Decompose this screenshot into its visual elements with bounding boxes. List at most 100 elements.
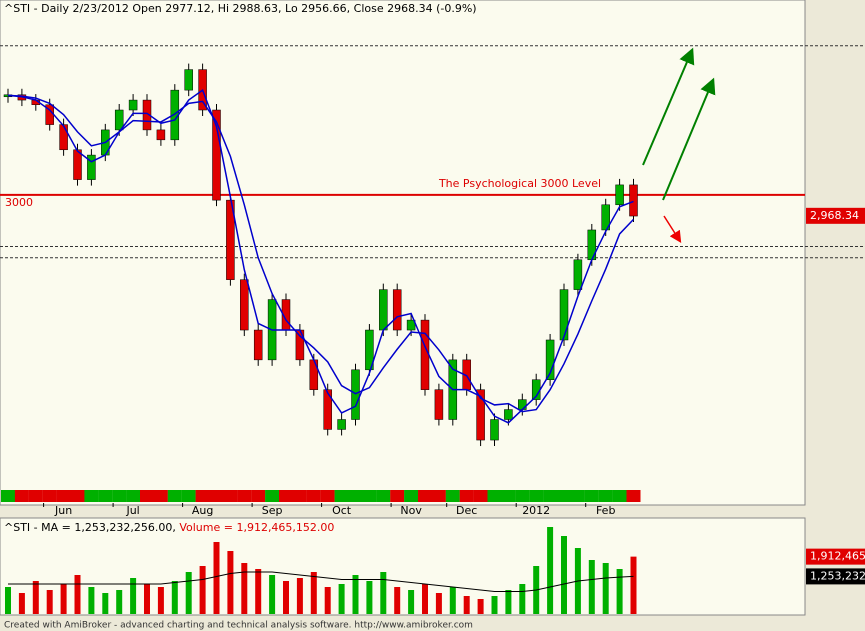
volume-bar [46, 590, 53, 614]
volume-bar [380, 572, 387, 614]
trend-strip [167, 490, 182, 502]
trend-strip [237, 490, 252, 502]
trend-strip [445, 490, 460, 502]
volume-bar [505, 590, 512, 614]
trend-strip [251, 490, 266, 502]
volume-tag [806, 548, 865, 565]
candle [406, 319, 416, 331]
volume-tag-label: 1,253,232 [810, 569, 865, 582]
volume-ma [8, 571, 634, 592]
volume-bar [352, 575, 359, 614]
candle [337, 419, 346, 430]
volume-bar [18, 593, 25, 614]
trend-strip [404, 490, 419, 502]
y-tick-label: 3000 [5, 196, 33, 209]
candle [490, 419, 499, 441]
candle [573, 259, 583, 290]
candle [365, 329, 374, 371]
volume-bar [255, 569, 262, 614]
candle [420, 319, 430, 390]
trend-strip [84, 490, 99, 502]
candle [476, 389, 485, 441]
candle [253, 329, 263, 361]
chart-title: ^STI - Daily 2/23/2012 Open 2977.12, Hi … [4, 2, 477, 15]
volume-ma-header: ^STI - MA = 1,253,232,256.00, [4, 521, 176, 534]
trend-strip [529, 490, 544, 502]
candle [128, 99, 138, 111]
trend-strip [362, 490, 377, 502]
trend-strip [42, 490, 57, 502]
price-tag [806, 207, 865, 224]
volume-bar [449, 587, 456, 614]
trend-strip [98, 490, 113, 502]
volume-bar [394, 587, 401, 614]
volume-bar [422, 584, 428, 614]
volume-bar [463, 596, 470, 614]
volume-bar [477, 599, 484, 614]
volume-bar [144, 584, 150, 614]
candle [212, 109, 221, 201]
volume-bar [435, 593, 442, 614]
trend-strip [265, 490, 280, 502]
volume-bar [324, 587, 331, 614]
candle [545, 339, 555, 380]
trend-strip [557, 490, 571, 502]
plot-layer: 3000 Jun Jul Aug Sep Oct Nov Dec 2012 Feb 2,968.34… [0, 45, 865, 614]
x-tick-label: Oct [332, 504, 352, 517]
trend-strip [459, 490, 474, 502]
candle [518, 399, 527, 410]
volume-bar [116, 590, 123, 614]
x-tick-label: Nov [400, 504, 422, 517]
volume-bar [213, 542, 220, 614]
trend-strip [543, 490, 558, 502]
candle [392, 289, 402, 331]
volume-bar [491, 596, 498, 614]
candle [240, 279, 249, 331]
trend-strip [153, 490, 168, 502]
x-tick-label: Jul [125, 504, 139, 517]
candle [114, 109, 124, 131]
x-tick-label: Dec [456, 504, 477, 517]
price-tag-label: 2,968.34 [810, 209, 859, 222]
volume-bar [561, 536, 567, 614]
volume-bar [338, 584, 345, 614]
volume-bar [130, 578, 137, 614]
trend-strip [570, 490, 585, 502]
volume-bar [602, 563, 609, 614]
arrow-up [642, 47, 695, 166]
trend-strip [598, 490, 613, 502]
volume-header-value: Volume = 1,912,465,152.00 [179, 521, 334, 534]
volume-bar [408, 590, 415, 614]
ma-line [7, 88, 634, 424]
x-tick-label: Jun [54, 504, 72, 517]
x-tick-label: 2012 [522, 504, 550, 517]
trend-strip [223, 490, 238, 502]
volume-bar [366, 581, 373, 614]
trend-strip [126, 490, 141, 502]
volume-bar [32, 581, 39, 614]
candle [351, 369, 360, 420]
price-panel [0, 0, 806, 506]
x-tick-label: Feb [596, 504, 615, 517]
candle [184, 69, 193, 91]
trend-strip [626, 490, 641, 502]
trend-strip [306, 490, 321, 502]
volume-bar [88, 587, 95, 614]
volume-bar [157, 587, 164, 614]
candle [434, 389, 444, 420]
volume-bar [310, 572, 317, 614]
volume-bar [185, 572, 192, 614]
footer: Created with AmiBroker - advanced charti… [4, 621, 473, 631]
volume-bar [60, 584, 67, 614]
volume-bar [227, 551, 234, 614]
trend-strip [390, 490, 405, 502]
trend-strip [376, 490, 391, 502]
volume-bar [547, 527, 554, 614]
trend-strip [140, 490, 154, 502]
candle [559, 289, 569, 341]
volume-bar [241, 563, 248, 614]
ma-line [7, 94, 635, 413]
volume-bar [102, 593, 109, 614]
volume-bar [74, 575, 81, 614]
